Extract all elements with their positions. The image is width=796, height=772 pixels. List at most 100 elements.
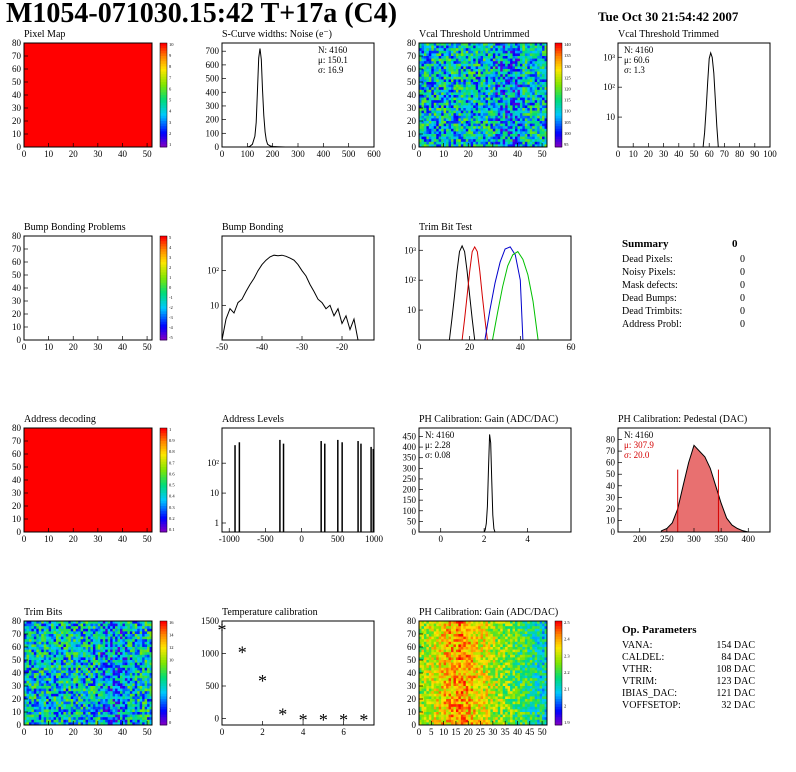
map-cell — [529, 66, 533, 70]
y-tick-label: 10 — [12, 514, 22, 524]
map-cell — [88, 691, 91, 695]
map-cell — [480, 53, 484, 57]
map-cell — [117, 670, 121, 674]
map-cell — [95, 706, 99, 710]
map-cell — [120, 712, 123, 715]
map-cell — [524, 141, 528, 145]
chart-title: Bump Bonding — [222, 222, 283, 233]
map-cell — [80, 628, 84, 632]
map-cell — [510, 115, 513, 119]
map-cell — [48, 706, 52, 710]
map-cell — [105, 634, 108, 637]
map-cell — [480, 69, 484, 72]
map-cell — [470, 89, 474, 93]
map-cell — [473, 76, 476, 80]
map-cell — [46, 683, 49, 687]
map-cell — [431, 71, 435, 75]
map-cell — [507, 56, 511, 59]
map-cell — [515, 110, 518, 114]
map-cell — [48, 641, 52, 645]
map-cell — [78, 714, 81, 718]
map-cell — [485, 118, 489, 122]
scale-step — [160, 722, 167, 726]
map-cell — [502, 50, 506, 54]
map-cell — [68, 722, 72, 726]
map-cell — [139, 667, 143, 671]
map-cell — [137, 670, 140, 674]
map-cell — [438, 123, 442, 127]
map-cell — [433, 131, 437, 135]
map-cell — [529, 71, 533, 75]
map-cell — [142, 665, 145, 669]
map-cell — [431, 623, 435, 627]
map-cell — [470, 118, 474, 122]
map-cell — [522, 110, 526, 114]
map-cell — [70, 641, 74, 645]
scale-step — [555, 131, 562, 135]
map-cell — [75, 719, 79, 723]
map-cell — [510, 58, 513, 62]
map-cell — [107, 714, 111, 718]
map-cell — [65, 691, 69, 695]
map-cell — [475, 92, 479, 96]
y-tick-label: 30 — [407, 103, 417, 113]
map-cell — [107, 699, 111, 702]
map-cell — [147, 649, 150, 653]
map-cell — [26, 722, 30, 726]
y-tick-label: 1500 — [201, 616, 220, 626]
map-cell — [443, 95, 447, 98]
map-cell — [510, 48, 513, 52]
map-cell — [92, 644, 96, 648]
map-cell — [43, 693, 47, 697]
map-cell — [436, 131, 439, 135]
map-cell — [458, 53, 462, 57]
map-cell — [28, 699, 32, 702]
map-cell — [475, 128, 479, 132]
map-cell — [537, 84, 540, 88]
map-cell — [529, 56, 533, 59]
map-cell — [132, 626, 136, 630]
map-cell — [127, 706, 131, 710]
map-cell — [100, 657, 104, 661]
map-cell — [524, 110, 528, 114]
map-cell — [438, 71, 442, 75]
map-cell — [460, 121, 464, 124]
map-cell — [458, 92, 462, 96]
map-cell — [117, 722, 121, 726]
map-cell — [102, 696, 106, 700]
map-cell — [495, 126, 499, 130]
map-cell — [441, 626, 444, 630]
x-tick-label: -30 — [296, 342, 308, 352]
map-cell — [33, 621, 37, 624]
map-cell — [497, 108, 501, 111]
map-cell — [112, 714, 116, 718]
map-cell — [147, 683, 150, 687]
map-cell — [68, 688, 72, 692]
map-cell — [129, 704, 133, 708]
map-cell — [443, 126, 447, 130]
scale-step — [160, 469, 167, 473]
map-cell — [441, 139, 444, 143]
map-cell — [132, 621, 136, 624]
y-tick-label: 40 — [12, 475, 22, 485]
map-cell — [505, 126, 508, 130]
map-cell — [105, 714, 108, 718]
map-cell — [142, 626, 145, 630]
map-cell — [122, 626, 126, 630]
map-cell — [532, 74, 535, 78]
map-cell — [75, 657, 79, 661]
map-cell — [73, 636, 76, 640]
map-cell — [485, 110, 489, 114]
map-cell — [492, 108, 496, 111]
map-cell — [122, 688, 126, 692]
map-cell — [495, 58, 499, 62]
map-cell — [134, 631, 138, 635]
map-cell — [517, 139, 521, 143]
map-cell — [542, 97, 545, 101]
map-cell — [468, 56, 471, 59]
map-cell — [458, 108, 462, 111]
map-cell — [453, 126, 457, 130]
map-cell — [28, 631, 32, 635]
map-cells — [24, 621, 153, 726]
map-cell — [56, 696, 59, 700]
